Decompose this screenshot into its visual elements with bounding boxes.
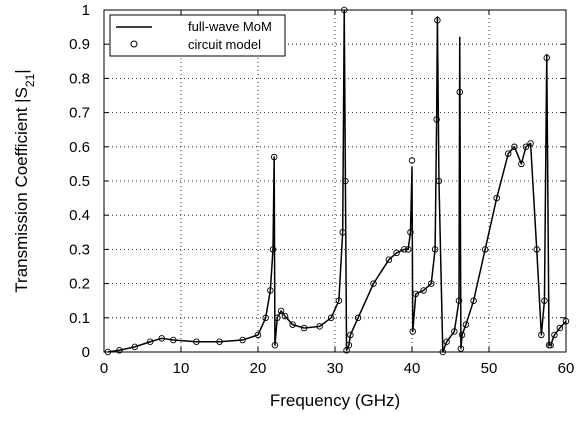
x-tick-label: 20: [250, 360, 267, 377]
circuit-model-point: [481, 246, 489, 253]
legend-label-mom: full-wave MoM: [188, 19, 272, 34]
circuit-model-point: [443, 338, 450, 345]
circuit-model-point: [267, 287, 274, 294]
circuit-model-point: [170, 336, 177, 344]
y-tick-label: 0.9: [69, 36, 90, 53]
circuit-model-point: [533, 246, 540, 253]
y-tick-label: 0.2: [69, 276, 90, 293]
circuit-model-point: [451, 328, 458, 335]
x-tick-label: 60: [558, 360, 575, 377]
circuit-model-point: [335, 297, 343, 304]
circuit-model-point: [158, 335, 165, 342]
tick-layer: 0 10 20 30 40 50 60 0 0.1 0.2 0.3 0.4 0.5 0.6 0.7 0.8 0.…: [69, 2, 574, 377]
x-tick-label: 50: [481, 360, 498, 377]
circuit-model-point: [407, 229, 414, 236]
circuit-model-point: [300, 324, 308, 332]
circuit-model-point: [370, 280, 377, 287]
y-axis-title-main: Transmission Coefficient |S: [12, 87, 31, 293]
circuit-model-point: [511, 143, 518, 151]
circuit-model-point: [327, 314, 335, 322]
x-tick-label: 0: [100, 360, 108, 377]
legend-label-circuit: circuit model: [188, 37, 261, 52]
circuit-model-point: [269, 246, 277, 253]
x-tick-label: 40: [404, 360, 421, 377]
circuit-model-point: [538, 331, 545, 339]
circuit-model-point: [254, 331, 262, 339]
circuit-model-point: [339, 229, 346, 236]
y-tick-label: 0.3: [69, 241, 90, 258]
circuit-model-point: [455, 297, 463, 304]
circuit-model-point: [216, 338, 223, 345]
circuit-model-point: [239, 336, 246, 344]
legend-box: [109, 14, 286, 57]
circuit-model-point: [316, 323, 323, 330]
x-axis-title: Frequency (GHz): [270, 391, 400, 410]
legend-circle-marker: [130, 40, 138, 48]
circuit-model-point: [116, 347, 123, 354]
circuit-model-point: [146, 338, 154, 345]
circuit-model-point: [347, 331, 354, 339]
circuit-model-point: [409, 328, 417, 335]
circuit-model-point: [354, 314, 362, 322]
circuit-model-point: [274, 314, 281, 322]
grid-layer: [104, 10, 566, 352]
circuit-model-point: [505, 150, 512, 157]
circuit-model-point: [462, 321, 470, 328]
circuit-model-point: [431, 246, 439, 253]
circuit-model-point: [457, 345, 465, 352]
circuit-model-point: [543, 54, 551, 62]
circuit-model-point: [470, 297, 477, 304]
circuit-model-point: [428, 280, 435, 287]
circuit-model-point: [408, 157, 416, 164]
y-tick-label: 0.1: [69, 310, 90, 327]
circuit-model-point: [420, 287, 427, 294]
circuit-model-point: [527, 140, 534, 147]
circuit-model-point: [393, 249, 400, 257]
y-axis-title: Transmission Coefficient |S21|: [12, 69, 37, 292]
circuit-model-point: [281, 312, 289, 320]
x-tick-label: 30: [327, 360, 344, 377]
circuit-model-point: [343, 347, 350, 354]
circuit-model-point: [412, 290, 420, 298]
circuit-model-point: [271, 341, 279, 349]
y-axis-title-subscript: 21: [23, 73, 37, 87]
y-tick-label: 0.7: [69, 105, 90, 122]
circuit-model-point: [556, 324, 564, 332]
circuit-model-point: [433, 116, 440, 123]
circuit-model-point: [401, 246, 408, 253]
circuit-model-point: [342, 177, 349, 185]
y-tick-label: 0.8: [69, 70, 90, 87]
circuit-model-point: [404, 246, 412, 253]
circuit-model-point: [385, 256, 393, 263]
circuit-model-point: [522, 143, 530, 151]
circuit-model-point: [434, 17, 441, 24]
circuit-model-point: [345, 341, 353, 349]
series-line-full-wave-mom: [107, 9, 567, 353]
circuit-model-point: [277, 307, 285, 315]
circuit-model-point: [493, 194, 500, 202]
circuit-model-point: [518, 160, 525, 168]
circuit-model-point: [541, 297, 548, 304]
circuit-model-point: [456, 88, 463, 96]
circuit-model-point: [547, 341, 554, 349]
circuit-model-point: [289, 321, 296, 328]
circuit-model-point: [435, 177, 443, 185]
y-tick-label: 0: [82, 344, 90, 361]
circuit-model-point: [458, 331, 466, 339]
legend: full-wave MoM circuit model: [109, 14, 286, 57]
y-tick-label: 1: [82, 2, 90, 19]
y-tick-label: 0.5: [69, 173, 90, 190]
circuit-model-point: [262, 314, 269, 322]
circuit-model-point: [131, 343, 139, 351]
y-tick-label: 0.4: [69, 207, 90, 224]
y-tick-label: 0.6: [69, 139, 90, 156]
circuit-model-point: [551, 331, 558, 339]
y-axis-title-end: |: [12, 69, 31, 73]
circuit-model-point: [270, 153, 278, 161]
circuit-model-point: [193, 338, 200, 345]
x-tick-label: 10: [173, 360, 190, 377]
